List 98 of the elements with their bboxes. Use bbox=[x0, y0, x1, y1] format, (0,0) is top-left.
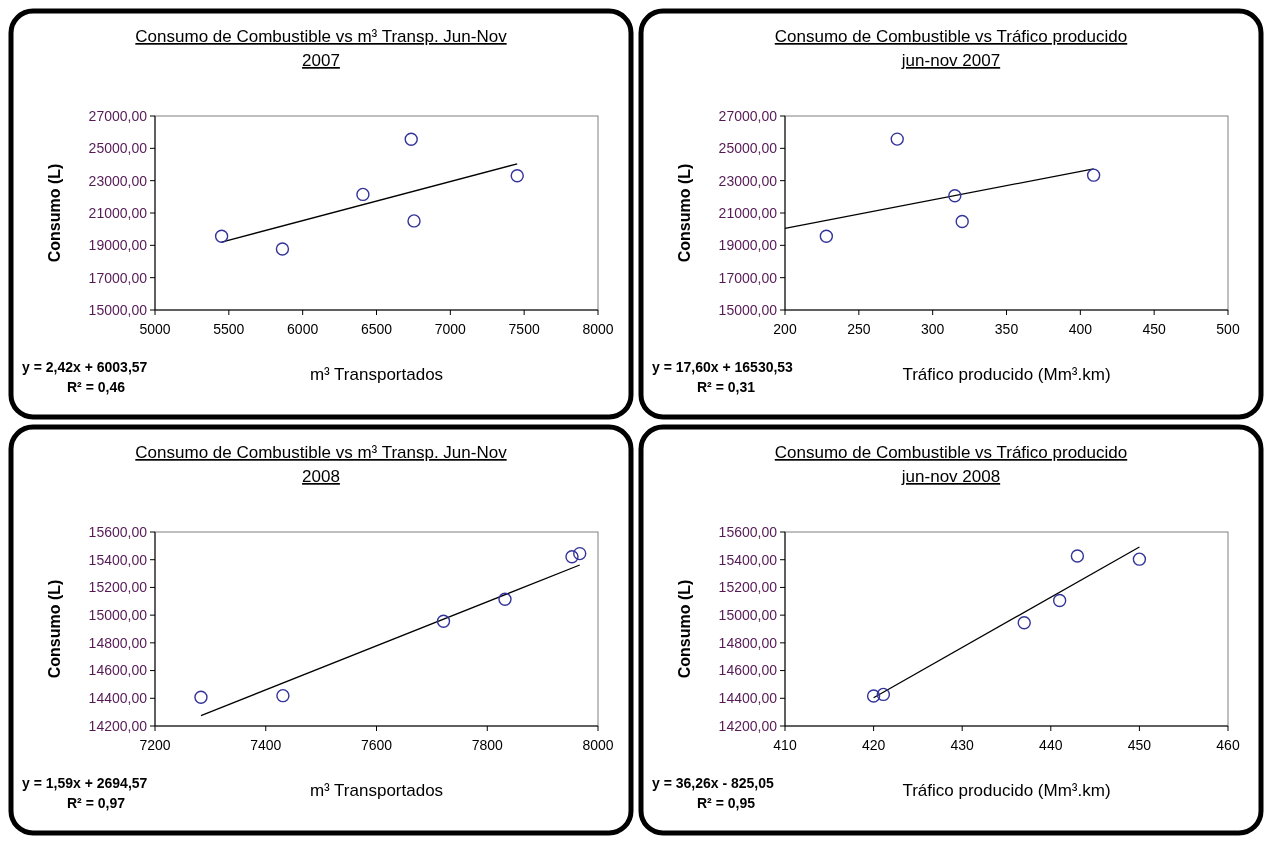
x-tick-label: 250 bbox=[847, 321, 871, 337]
text: y = 2,42x + 6003,57 bbox=[22, 359, 148, 375]
y-tick-label: 23000,00 bbox=[88, 172, 148, 189]
y-tick-label: 23000,00 bbox=[718, 172, 778, 189]
y-tick-label: 15600,00 bbox=[88, 523, 148, 540]
point bbox=[436, 614, 451, 628]
y-axis-title: Consumo (L) bbox=[46, 579, 63, 679]
point bbox=[1017, 616, 1031, 630]
x-tick-label: 410 bbox=[773, 737, 797, 753]
point bbox=[1132, 552, 1147, 566]
x-axis-title: Tráfico producido (Mm³.km) bbox=[902, 781, 1111, 800]
x-tick-label: 5000 bbox=[139, 321, 171, 337]
y-tick-label: 15200,00 bbox=[88, 579, 148, 596]
point bbox=[214, 229, 229, 243]
y-tick-label: 14800,00 bbox=[88, 634, 148, 651]
text: R² = 0,46 bbox=[67, 379, 126, 395]
y-tick-label: 14400,00 bbox=[88, 690, 148, 707]
chart-title: Consumo de Combustible vs m³ Transp. Jun-Nov 2007 bbox=[135, 27, 508, 70]
text: y = 36,26x - 825,05 bbox=[652, 775, 775, 791]
y-tick-label: 15200,00 bbox=[718, 579, 778, 596]
y-tick-label: 19000,00 bbox=[88, 237, 148, 254]
y-axis-title: Consumo (L) bbox=[676, 163, 693, 263]
point bbox=[275, 242, 290, 256]
point bbox=[819, 229, 834, 243]
x-tick-label: 400 bbox=[1068, 321, 1093, 337]
x-axis-title: m³ Transportados bbox=[309, 781, 444, 800]
y-tick-label: 17000,00 bbox=[88, 269, 148, 286]
x-tick-label: 450 bbox=[1142, 321, 1167, 337]
y-tick-label: 17000,00 bbox=[718, 269, 778, 286]
x-tick-label: 7600 bbox=[360, 737, 393, 753]
y-tick-label: 14800,00 bbox=[718, 634, 778, 651]
x-tick-label: 500 bbox=[1216, 321, 1240, 337]
x-tick-label: 430 bbox=[950, 737, 975, 753]
y-tick-label: 27000,00 bbox=[88, 107, 148, 124]
x-tick-label: 440 bbox=[1039, 737, 1063, 753]
point bbox=[565, 550, 579, 564]
y-tick-label: 21000,00 bbox=[88, 204, 148, 221]
x-tick-label: 200 bbox=[773, 321, 797, 337]
x-tick-label: 450 bbox=[1127, 737, 1152, 753]
point bbox=[356, 187, 370, 202]
x-tick-label: 420 bbox=[861, 737, 886, 753]
y-axis-title: Consumo (L) bbox=[676, 579, 693, 679]
point bbox=[948, 189, 962, 203]
y-axis-title: Consumo (L) bbox=[46, 163, 63, 263]
point bbox=[573, 546, 587, 561]
x-tick-label: 6000 bbox=[287, 321, 319, 337]
x-tick-label: 350 bbox=[994, 321, 1019, 337]
x-tick-label: 7200 bbox=[139, 737, 171, 753]
x-axis-title: Tráfico producido (Mm³.km) bbox=[902, 365, 1111, 384]
point bbox=[1052, 593, 1067, 608]
point bbox=[194, 690, 208, 704]
y-tick-label: 14400,00 bbox=[718, 690, 778, 707]
x-tick-label: 7800 bbox=[471, 737, 504, 753]
point bbox=[1070, 549, 1085, 563]
chart-title: Consumo de Combustible vs m³ Transp. Jun-Nov 2008 bbox=[135, 443, 508, 486]
chart-title: Consumo de Combustible vs Tráfico producido jun-nov 2008 bbox=[774, 443, 1128, 486]
y-tick-label: 14200,00 bbox=[88, 717, 148, 734]
text: R² = 0,97 bbox=[67, 795, 126, 811]
y-tick-label: 19000,00 bbox=[718, 237, 778, 254]
point bbox=[498, 592, 512, 606]
chart-title: Consumo de Combustible vs Tráfico producido jun-nov 2007 bbox=[774, 27, 1128, 70]
text: y = 1,59x + 2694,57 bbox=[22, 775, 148, 791]
x-tick-label: 8000 bbox=[582, 321, 614, 337]
x-tick-label: 5500 bbox=[213, 321, 245, 337]
x-tick-label: 6500 bbox=[360, 321, 393, 337]
point bbox=[510, 169, 524, 183]
text: R² = 0,31 bbox=[697, 379, 756, 395]
y-tick-label: 14600,00 bbox=[88, 662, 148, 679]
y-tick-label: 14600,00 bbox=[718, 662, 778, 679]
y-tick-label: 14200,00 bbox=[718, 717, 778, 734]
y-tick-label: 15000,00 bbox=[88, 607, 148, 624]
text: R² = 0,95 bbox=[697, 795, 756, 811]
point bbox=[876, 687, 891, 702]
x-tick-label: 7400 bbox=[250, 737, 282, 753]
y-tick-label: 25000,00 bbox=[718, 140, 778, 157]
x-tick-label: 8000 bbox=[582, 737, 614, 753]
point bbox=[276, 688, 290, 703]
y-tick-label: 27000,00 bbox=[718, 107, 778, 124]
x-tick-label: 300 bbox=[920, 321, 945, 337]
y-tick-label: 15000,00 bbox=[88, 301, 148, 318]
y-tick-label: 15000,00 bbox=[718, 607, 778, 624]
y-tick-label: 25000,00 bbox=[88, 140, 148, 157]
point bbox=[404, 132, 418, 146]
x-axis-title: m³ Transportados bbox=[309, 365, 444, 384]
point bbox=[955, 214, 969, 229]
point bbox=[866, 689, 881, 703]
text: y = 17,60x + 16530,53 bbox=[652, 359, 794, 375]
x-tick-label: 460 bbox=[1216, 737, 1240, 753]
y-tick-label: 15600,00 bbox=[718, 523, 778, 540]
x-tick-label: 7000 bbox=[434, 321, 467, 337]
point bbox=[407, 214, 421, 228]
point bbox=[1086, 168, 1101, 182]
x-tick-label: 7500 bbox=[508, 321, 540, 337]
y-tick-label: 15400,00 bbox=[88, 551, 148, 568]
y-tick-label: 15000,00 bbox=[718, 301, 778, 318]
y-tick-label: 15400,00 bbox=[718, 551, 778, 568]
point bbox=[890, 132, 904, 146]
y-tick-label: 21000,00 bbox=[718, 204, 778, 221]
